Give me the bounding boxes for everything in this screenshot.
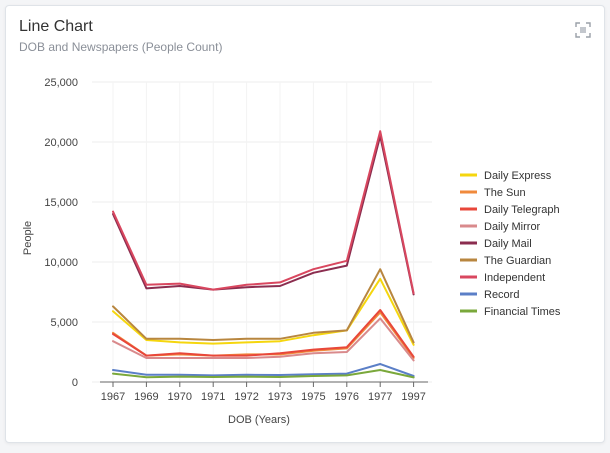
- legend-label: Financial Times: [484, 306, 561, 318]
- x-axis-label: DOB (Years): [228, 414, 290, 426]
- series-line-daily-express[interactable]: [112, 277, 415, 346]
- series-line-daily-mirror[interactable]: [112, 317, 415, 362]
- series-layer: [112, 130, 415, 379]
- legend-item[interactable]: Daily Mirror: [460, 221, 541, 233]
- chart-subtitle: DOB and Newspapers (People Count): [19, 40, 223, 54]
- expand-icon[interactable]: [575, 22, 591, 38]
- x-tick-label: 1972: [234, 391, 258, 403]
- series-line-the-guardian[interactable]: [112, 268, 415, 344]
- legend-item[interactable]: Daily Telegraph: [460, 204, 560, 216]
- series-line-independent[interactable]: [112, 130, 415, 295]
- y-tick-label: 20,000: [44, 137, 78, 149]
- legend-label: Daily Mail: [484, 238, 532, 250]
- series-line-daily-mail[interactable]: [112, 135, 415, 296]
- legend-label: Daily Telegraph: [484, 204, 560, 216]
- legend-item[interactable]: Daily Mail: [460, 238, 532, 250]
- series-line-record[interactable]: [112, 363, 415, 377]
- y-tick-label: 25,000: [44, 77, 78, 89]
- series-line-financial-times[interactable]: [112, 369, 415, 379]
- y-axis-label: People: [22, 221, 34, 255]
- x-tick-label: 1967: [101, 391, 125, 403]
- x-tick-label: 1971: [201, 391, 225, 403]
- legend-label: Daily Mirror: [484, 221, 541, 233]
- legend-label: The Guardian: [484, 255, 551, 267]
- legend-label: Independent: [484, 272, 545, 284]
- legend-item[interactable]: Record: [460, 289, 519, 301]
- x-tick-label: 1997: [401, 391, 425, 403]
- legend-label: Record: [484, 289, 519, 301]
- legend-label: The Sun: [484, 187, 526, 199]
- x-tick-label: 1975: [301, 391, 325, 403]
- x-tick-label: 1970: [168, 391, 192, 403]
- legend: Daily Express The Sun Daily Telegraph Daily…: [460, 170, 561, 318]
- legend-item[interactable]: Daily Express: [460, 170, 552, 182]
- legend-item[interactable]: Independent: [460, 272, 545, 284]
- legend-item[interactable]: The Sun: [460, 187, 526, 199]
- chart-title: Line Chart: [19, 18, 93, 35]
- x-tick-label: 1977: [368, 391, 392, 403]
- legend-item[interactable]: The Guardian: [460, 255, 551, 267]
- chart-card: Line Chart DOB and Newspapers (People Co…: [5, 5, 605, 443]
- y-tick-label: 15,000: [44, 197, 78, 209]
- y-tick-label: 5,000: [50, 317, 78, 329]
- x-tick-label: 1976: [335, 391, 359, 403]
- series-line-the-sun[interactable]: [112, 311, 415, 359]
- legend-item[interactable]: Financial Times: [460, 306, 561, 318]
- x-tick-label: 1969: [134, 391, 158, 403]
- y-tick-label: 0: [72, 377, 78, 389]
- x-axis: 1967 1969 1970 1971 1972 1973 1975 1976 1977 1997: [100, 381, 428, 403]
- series-line-daily-telegraph[interactable]: [112, 309, 415, 358]
- legend-label: Daily Express: [484, 170, 552, 182]
- x-tick-label: 1973: [268, 391, 292, 403]
- y-tick-label: 10,000: [44, 257, 78, 269]
- y-axis: 0 5,000 10,000 15,000 20,000 25,000: [44, 77, 78, 389]
